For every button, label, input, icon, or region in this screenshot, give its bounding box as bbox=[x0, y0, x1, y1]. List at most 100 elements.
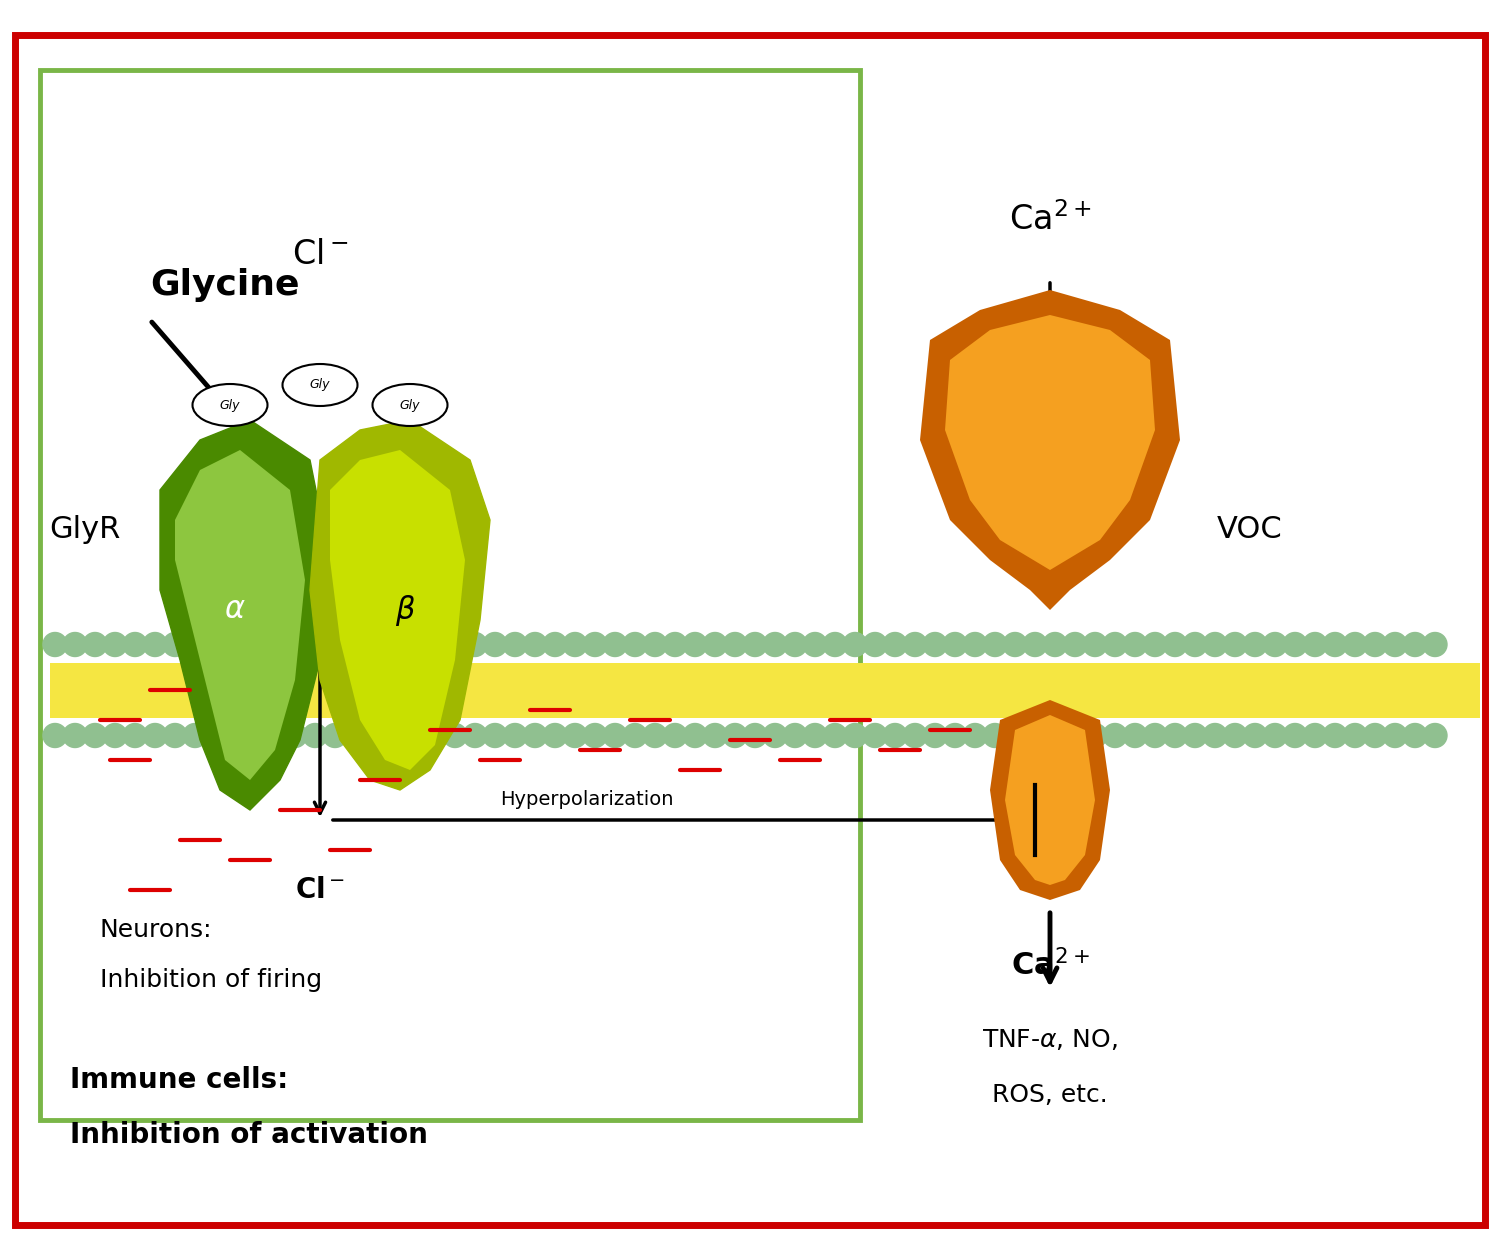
Circle shape bbox=[543, 632, 567, 656]
Circle shape bbox=[944, 723, 968, 748]
Circle shape bbox=[1304, 632, 1328, 656]
Circle shape bbox=[862, 632, 886, 656]
Text: Glycine: Glycine bbox=[150, 268, 300, 303]
Circle shape bbox=[1203, 632, 1227, 656]
Polygon shape bbox=[920, 290, 1180, 610]
Circle shape bbox=[1282, 632, 1306, 656]
Circle shape bbox=[663, 723, 687, 748]
Circle shape bbox=[603, 723, 627, 748]
Circle shape bbox=[322, 723, 346, 748]
Circle shape bbox=[1244, 723, 1268, 748]
Circle shape bbox=[1004, 632, 1028, 656]
Circle shape bbox=[1162, 632, 1186, 656]
Circle shape bbox=[82, 723, 106, 748]
Circle shape bbox=[1184, 632, 1208, 656]
Circle shape bbox=[843, 632, 867, 656]
Circle shape bbox=[644, 632, 668, 656]
Circle shape bbox=[1124, 632, 1148, 656]
Circle shape bbox=[1424, 723, 1448, 748]
Text: Gly: Gly bbox=[309, 378, 330, 392]
Circle shape bbox=[682, 723, 706, 748]
Circle shape bbox=[202, 723, 226, 748]
Ellipse shape bbox=[192, 384, 267, 427]
Circle shape bbox=[1184, 723, 1208, 748]
Circle shape bbox=[1143, 723, 1167, 748]
Text: TNF-$\alpha$, NO,: TNF-$\alpha$, NO, bbox=[982, 1028, 1118, 1053]
Circle shape bbox=[603, 632, 627, 656]
Text: Hyperpolarization: Hyperpolarization bbox=[500, 790, 674, 808]
Circle shape bbox=[363, 632, 387, 656]
Polygon shape bbox=[1005, 715, 1095, 885]
Text: $\alpha$: $\alpha$ bbox=[224, 595, 246, 625]
Circle shape bbox=[742, 632, 766, 656]
Circle shape bbox=[243, 632, 267, 656]
Circle shape bbox=[944, 632, 968, 656]
Circle shape bbox=[1282, 723, 1306, 748]
Circle shape bbox=[622, 723, 646, 748]
Circle shape bbox=[1263, 632, 1287, 656]
Circle shape bbox=[262, 723, 286, 748]
Text: Cl$^-$: Cl$^-$ bbox=[291, 238, 348, 272]
Circle shape bbox=[483, 723, 507, 748]
Text: Ca$^{2+}$: Ca$^{2+}$ bbox=[1008, 202, 1092, 237]
FancyBboxPatch shape bbox=[15, 35, 1485, 1225]
Text: Gly: Gly bbox=[219, 398, 240, 412]
Circle shape bbox=[584, 632, 608, 656]
Circle shape bbox=[1222, 632, 1246, 656]
Circle shape bbox=[1124, 723, 1148, 748]
Circle shape bbox=[1402, 723, 1426, 748]
Circle shape bbox=[363, 723, 387, 748]
Circle shape bbox=[562, 632, 586, 656]
Circle shape bbox=[1304, 723, 1328, 748]
Circle shape bbox=[183, 632, 207, 656]
Circle shape bbox=[802, 723, 826, 748]
Circle shape bbox=[63, 723, 87, 748]
Circle shape bbox=[1203, 723, 1227, 748]
Circle shape bbox=[464, 632, 488, 656]
Circle shape bbox=[742, 723, 766, 748]
Circle shape bbox=[1383, 632, 1407, 656]
Circle shape bbox=[783, 723, 807, 748]
Circle shape bbox=[1342, 723, 1366, 748]
Circle shape bbox=[404, 632, 427, 656]
Polygon shape bbox=[945, 315, 1155, 570]
Text: GlyR: GlyR bbox=[50, 516, 120, 544]
Circle shape bbox=[764, 632, 788, 656]
Text: $\beta$: $\beta$ bbox=[394, 593, 416, 627]
Circle shape bbox=[303, 632, 327, 656]
Circle shape bbox=[884, 632, 908, 656]
Text: Gly: Gly bbox=[399, 398, 420, 412]
Circle shape bbox=[123, 632, 147, 656]
Circle shape bbox=[963, 723, 987, 748]
Circle shape bbox=[104, 723, 128, 748]
Circle shape bbox=[982, 723, 1006, 748]
Circle shape bbox=[423, 632, 447, 656]
Circle shape bbox=[1364, 632, 1388, 656]
Circle shape bbox=[164, 723, 188, 748]
Text: Neurons:: Neurons: bbox=[100, 918, 213, 942]
Circle shape bbox=[1383, 723, 1407, 748]
Circle shape bbox=[1263, 723, 1287, 748]
Circle shape bbox=[783, 632, 807, 656]
Polygon shape bbox=[990, 701, 1110, 900]
Circle shape bbox=[824, 723, 848, 748]
Circle shape bbox=[404, 723, 427, 748]
Circle shape bbox=[622, 632, 646, 656]
Circle shape bbox=[704, 632, 728, 656]
Polygon shape bbox=[310, 420, 490, 790]
Circle shape bbox=[524, 632, 548, 656]
Circle shape bbox=[862, 723, 886, 748]
Circle shape bbox=[82, 632, 106, 656]
Circle shape bbox=[843, 723, 867, 748]
Circle shape bbox=[1064, 723, 1088, 748]
Circle shape bbox=[123, 723, 147, 748]
Text: ROS, etc.: ROS, etc. bbox=[992, 1083, 1108, 1107]
Circle shape bbox=[1102, 632, 1126, 656]
Text: Cl$^-$: Cl$^-$ bbox=[296, 875, 345, 904]
Circle shape bbox=[63, 632, 87, 656]
Circle shape bbox=[1244, 632, 1268, 656]
Circle shape bbox=[202, 632, 226, 656]
Circle shape bbox=[723, 723, 747, 748]
Text: Ca$^{2+}$: Ca$^{2+}$ bbox=[1011, 949, 1089, 981]
Polygon shape bbox=[330, 450, 465, 770]
